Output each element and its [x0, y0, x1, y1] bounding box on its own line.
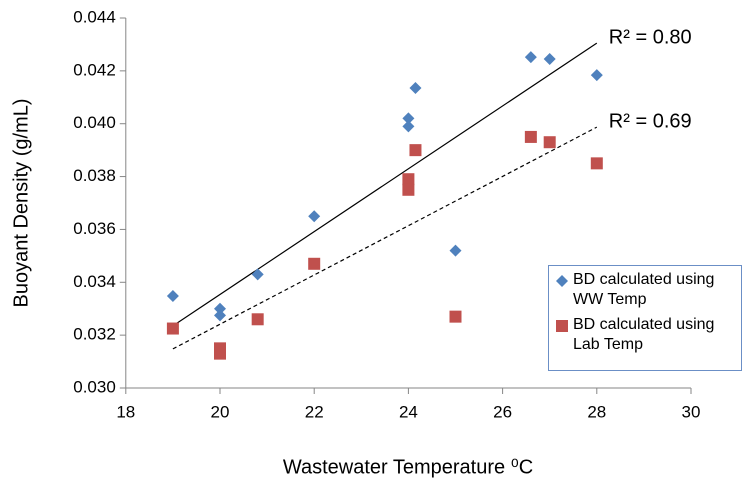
legend-label: BD calculated using Lab Temp — [573, 316, 715, 353]
y-tick-label: 0.036 — [73, 219, 116, 238]
y-tick-label: 0.042 — [73, 60, 116, 79]
point — [402, 120, 415, 133]
point — [524, 130, 537, 143]
point — [308, 210, 321, 223]
legend: BD calculated using WW Temp BD calculated… — [548, 265, 742, 371]
y-axis-title: Buoyant Density (g/mL) — [10, 99, 32, 308]
point — [543, 136, 556, 149]
x-tick-label: 18 — [116, 402, 135, 421]
point — [449, 244, 462, 257]
point — [166, 322, 179, 335]
point — [402, 183, 415, 196]
legend-symbol — [556, 275, 568, 287]
point — [590, 69, 603, 82]
x-tick-label: 30 — [682, 402, 701, 421]
x-tick-label: 26 — [493, 402, 512, 421]
y-tick-label: 0.044 — [73, 7, 116, 26]
legend-item: BD calculated using WW Temp — [555, 270, 737, 310]
point — [590, 157, 603, 170]
x-axis-title: Wastewater Temperature ⁰C — [283, 456, 533, 478]
x-tick-label: 20 — [211, 402, 230, 421]
y-tick-label: 0.034 — [73, 272, 116, 291]
x-tick-label: 22 — [305, 402, 324, 421]
trendline-label: R² = 0.80 — [609, 26, 692, 48]
y-tick-label: 0.038 — [73, 166, 116, 185]
x-tick-label: 28 — [587, 402, 606, 421]
point — [214, 302, 226, 315]
y-tick-label: 0.032 — [73, 325, 116, 344]
y-tick-label: 0.030 — [73, 377, 116, 396]
point — [308, 257, 321, 270]
x-tick-label: 24 — [399, 402, 418, 421]
trendline — [172, 42, 598, 327]
point — [251, 313, 264, 326]
legend-marker — [556, 320, 568, 332]
point — [409, 144, 422, 157]
point — [409, 82, 422, 95]
point — [543, 52, 556, 65]
point — [402, 112, 415, 125]
point — [402, 173, 415, 186]
y-tick-label: 0.040 — [73, 113, 116, 132]
point — [214, 347, 226, 360]
point — [166, 290, 179, 303]
legend-marker — [556, 275, 568, 287]
legend-label: BD calculated using WW Temp — [573, 271, 715, 308]
legend-symbol — [556, 320, 568, 332]
point — [524, 51, 537, 64]
point — [449, 310, 462, 323]
trendline — [172, 126, 598, 350]
point — [251, 268, 264, 281]
legend-item: BD calculated using Lab Temp — [555, 315, 737, 355]
point — [214, 309, 226, 322]
trendline-label: R² = 0.69 — [609, 110, 692, 132]
